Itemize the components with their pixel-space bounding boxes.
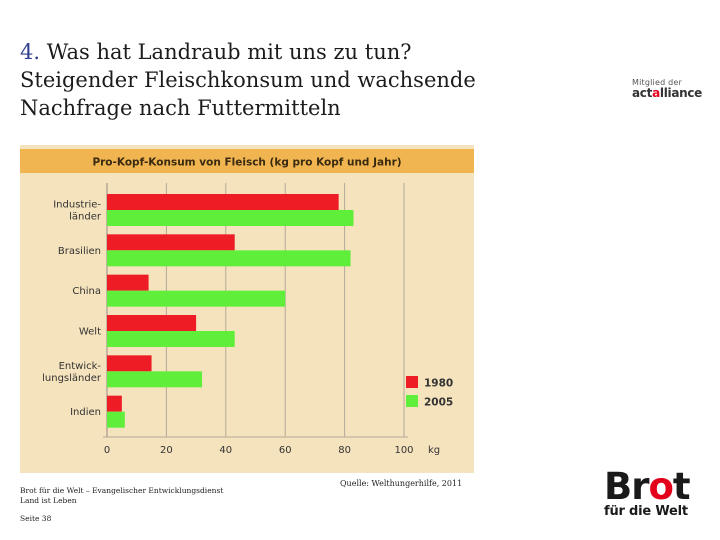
brot-fuer-die-welt-logo: Brot für die Welt: [604, 465, 712, 520]
brot-subline: für die Welt: [604, 504, 688, 519]
category-label-0: Industrie-länder: [53, 200, 102, 223]
category-label-1: Brasilien: [58, 246, 101, 257]
page-number: Seite 38: [20, 514, 52, 523]
x-tick-label-20: 20: [160, 445, 173, 456]
legend-label-1: 1980: [424, 378, 453, 390]
x-tick-label-100: 100: [394, 445, 413, 456]
bar-s1-3: [107, 315, 197, 331]
footer-info: Brot für die Welt – Evangelischer Entwic…: [20, 486, 223, 524]
bar-s2-3: [107, 331, 235, 347]
footer-org: Brot für die Welt – Evangelischer Entwic…: [20, 486, 224, 495]
bar-s2-2: [107, 290, 286, 307]
bar-s2-5: [107, 411, 125, 428]
x-tick-label-60: 60: [279, 445, 292, 456]
x-tick-label-40: 40: [219, 445, 232, 456]
legend-label-2: 2005: [424, 397, 453, 409]
bar-s1-5: [107, 395, 122, 412]
x-tick-label-0: 0: [104, 445, 110, 456]
meat-consumption-chart: Pro-Kopf-Konsum von Fleisch (kg pro Kopf…: [20, 145, 474, 473]
brot-wordmark: Brot: [604, 465, 691, 508]
bar-s1-4: [107, 355, 152, 372]
footer-campaign: Land ist Leben: [20, 496, 77, 505]
actalliance-wordmark: actalliance: [632, 86, 703, 100]
legend-swatch-1: [406, 376, 418, 388]
bar-s2-1: [107, 250, 351, 267]
category-label-4: Entwick-lungsländer: [42, 361, 102, 384]
category-label-2: China: [72, 286, 101, 297]
actalliance-member-label: Mitglied der: [632, 78, 683, 87]
title-line-3: Nachfrage nach Futtermitteln: [20, 96, 341, 120]
title-number: 4.: [20, 40, 41, 64]
chart-svg: Pro-Kopf-Konsum von Fleisch (kg pro Kopf…: [20, 149, 474, 456]
chart-title-band: [20, 149, 474, 173]
source-note: Quelle: Welthungerhilfe, 2011: [340, 479, 463, 488]
title-text: Was hat Landraub mit uns zu tun?: [40, 40, 412, 64]
x-tick-label-80: 80: [338, 445, 351, 456]
bar-s2-0: [107, 210, 354, 226]
chart-title: Pro-Kopf-Konsum von Fleisch (kg pro Kopf…: [92, 157, 401, 169]
legend-swatch-2: [406, 395, 418, 407]
bar-s1-0: [107, 194, 339, 210]
category-label-5: Indien: [70, 407, 101, 418]
category-label-3: Welt: [79, 327, 101, 338]
bar-s2-4: [107, 371, 203, 388]
title-line-1: 4. Was hat Landraub mit uns zu tun?: [20, 38, 620, 66]
x-unit-label: kg: [428, 445, 440, 456]
bar-s1-2: [107, 274, 149, 291]
title-line-2: Steigender Fleischkonsum und wachsende: [20, 68, 476, 92]
slide-title: 4. Was hat Landraub mit uns zu tun? Stei…: [20, 38, 620, 122]
actalliance-logo: Mitglied der actalliance: [632, 78, 712, 100]
bar-s1-1: [107, 234, 235, 251]
